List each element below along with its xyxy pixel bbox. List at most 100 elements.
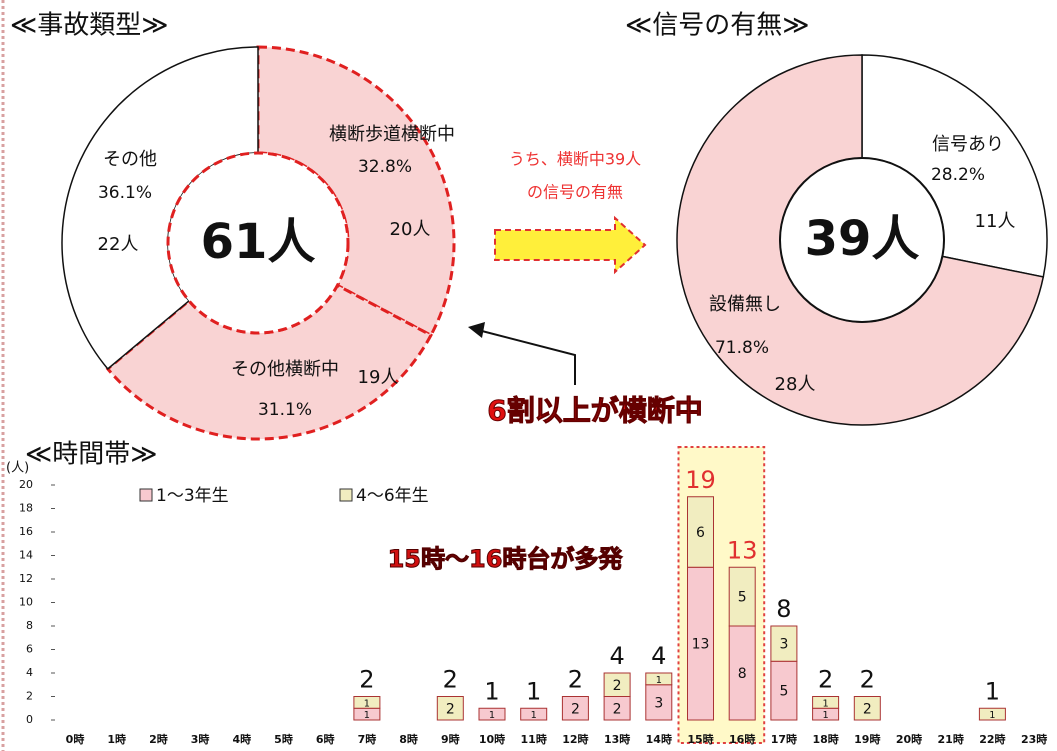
x-tick-label: 10時	[479, 732, 505, 746]
segment-label: 5	[738, 590, 747, 606]
total-label: 13	[727, 536, 758, 564]
segment-label: 3	[779, 637, 788, 653]
x-tick-label: 21時	[938, 732, 964, 746]
x-tick-label: 13時	[604, 732, 630, 746]
y-tick-label: 20	[19, 478, 33, 491]
slice-label: その他横断中	[231, 359, 339, 380]
value-label: 71.8%	[715, 338, 769, 358]
y-tick-label: 2	[26, 690, 33, 703]
segment-label: 1	[531, 710, 537, 721]
total-label: 2	[860, 666, 875, 694]
legend-swatch	[140, 489, 152, 501]
y-tick-label: 18	[19, 502, 33, 515]
segment-label: 6	[696, 525, 705, 541]
segment-label: 1	[989, 710, 995, 721]
slice-label: 信号あり	[932, 134, 1004, 155]
value-label: 36.1%	[98, 183, 152, 203]
center-label: 39人	[805, 211, 920, 267]
x-tick-label: 20時	[896, 732, 922, 746]
x-tick-label: 12時	[562, 732, 588, 746]
x-tick-label: 22時	[979, 732, 1005, 746]
slice-label: 横断歩道横断中	[329, 124, 455, 145]
segment-label: 2	[446, 701, 455, 717]
chart-title: ≪時間帯≫	[25, 440, 157, 470]
x-tick-label: 9時	[441, 732, 460, 746]
total-label: 1	[484, 677, 499, 705]
count-label: 22人	[98, 234, 139, 255]
count-label: 20人	[390, 219, 431, 240]
x-tick-label: 5時	[274, 732, 293, 746]
pointer-head	[468, 322, 485, 338]
axis-label: (人)	[6, 461, 29, 476]
total-label: 8	[776, 595, 791, 623]
total-label: 2	[359, 666, 374, 694]
total-label: 2	[818, 666, 833, 694]
segment-label: 2	[571, 701, 580, 717]
x-tick-label: 7時	[358, 732, 377, 746]
segment-label: 1	[364, 710, 370, 721]
x-tick-label: 2時	[149, 732, 168, 746]
segment-label: 1	[822, 710, 828, 721]
y-tick-label: 4	[26, 666, 33, 679]
y-tick-label: 16	[19, 525, 33, 538]
segment-label: 1	[489, 710, 495, 721]
legend-label: 4～6年生	[356, 486, 429, 506]
segment-label: 2	[613, 701, 622, 717]
segment-label: 1	[364, 698, 370, 709]
total-label: 1	[985, 677, 1000, 705]
slice-label: 設備無し	[709, 294, 781, 315]
annotation: 15時～16時台が多発	[388, 545, 624, 573]
total-label: 2	[443, 666, 458, 694]
arrow	[495, 218, 645, 272]
chart-title: ≪信号の有無≫	[625, 11, 809, 41]
segment-label: 5	[779, 684, 788, 700]
total-label: 4	[609, 642, 624, 670]
x-tick-label: 14時	[646, 732, 672, 746]
count-label: 28人	[775, 374, 816, 395]
x-tick-label: 6時	[316, 732, 335, 746]
legend-label: 1～3年生	[156, 486, 229, 506]
y-tick-label: 8	[26, 619, 33, 632]
value-label: 31.1%	[258, 400, 312, 420]
y-tick-label: 10	[19, 596, 33, 609]
segment-label: 13	[692, 637, 710, 653]
total-label: 1	[526, 677, 541, 705]
legend-swatch	[340, 489, 352, 501]
chart-title: ≪事故類型≫	[10, 11, 168, 41]
segment-label: 1	[822, 698, 828, 709]
x-tick-label: 3時	[191, 732, 210, 746]
y-tick-label: 12	[19, 572, 33, 585]
value-label: 32.8%	[358, 157, 412, 177]
segment-label: 2	[863, 701, 872, 717]
segment-label: 2	[613, 678, 622, 694]
x-tick-label: 23時	[1021, 732, 1047, 746]
total-label: 2	[568, 666, 583, 694]
pointer-arrow	[478, 330, 575, 385]
total-label: 4	[651, 642, 666, 670]
x-tick-label: 11時	[521, 732, 547, 746]
annotation: うち、横断中39人	[509, 150, 641, 169]
annotation: の信号の有無	[527, 183, 623, 202]
slice-label: その他	[103, 149, 157, 170]
segment-label: 8	[738, 666, 747, 682]
y-tick-label: 14	[19, 549, 33, 562]
x-tick-label: 1時	[107, 732, 126, 746]
segment-label: 1	[656, 675, 662, 686]
y-tick-label: 0	[26, 713, 33, 726]
x-tick-label: 8時	[399, 732, 418, 746]
page: ≪事故類型≫ 61人 横断歩道横断中 32.8% 20人その他横断中 31.1% 19人 その…	[0, 0, 1057, 751]
x-tick-label: 4時	[232, 732, 251, 746]
center-label: 61人	[201, 214, 316, 270]
count-label: 19人	[358, 367, 399, 388]
x-tick-label: 19時	[854, 732, 880, 746]
segment-label: 3	[654, 695, 663, 711]
x-tick-label: 17時	[771, 732, 797, 746]
total-label: 19	[685, 466, 716, 494]
x-tick-label: 16時	[729, 732, 755, 746]
annotation: 6割以上が横断中	[487, 394, 702, 427]
y-tick-label: 6	[26, 643, 33, 656]
x-tick-label: 18時	[812, 732, 838, 746]
x-tick-label: 0時	[66, 732, 85, 746]
x-tick-label: 15時	[687, 732, 713, 746]
